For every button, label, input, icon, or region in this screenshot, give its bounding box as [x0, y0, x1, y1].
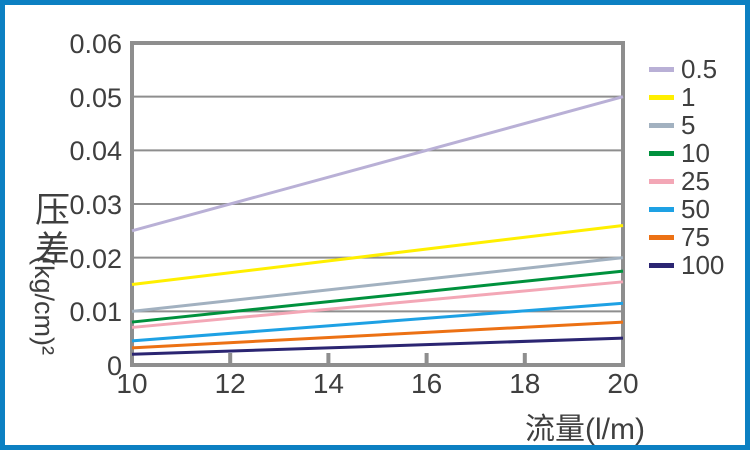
legend-item-50: 50	[649, 195, 724, 223]
legend-swatch	[649, 122, 674, 128]
series-line-10	[131, 269, 624, 324]
x-tick-label: 16	[411, 368, 443, 399]
legend-item-25: 25	[649, 167, 724, 195]
y-tick-label: 0.04	[69, 136, 122, 167]
legend-swatch	[649, 94, 674, 100]
x-tick-label: 18	[509, 368, 541, 399]
series-line-0.5	[131, 95, 624, 233]
y-tick-label: 0.03	[69, 190, 122, 220]
series-line-50	[131, 301, 624, 343]
legend-item-1: 1	[649, 83, 724, 111]
y-tick-label: 0	[106, 351, 122, 381]
series-line-75	[131, 320, 624, 350]
x-tick-label: 12	[214, 368, 246, 399]
chart-legend: 0.5 1 5 10 25 50 75 100	[649, 55, 724, 279]
legend-swatch	[649, 178, 674, 184]
legend-item-0.5: 0.5	[649, 55, 724, 83]
legend-item-75: 75	[649, 223, 724, 251]
plot-border	[130, 41, 625, 367]
series-line-1	[131, 223, 624, 286]
series-line-25	[131, 280, 624, 329]
legend-item-100: 100	[649, 251, 724, 279]
x-tick-label: 20	[607, 368, 639, 399]
y-tick-label: 0.05	[69, 82, 122, 113]
y-axis-label: 压差	[30, 191, 69, 269]
legend-label: 5	[681, 110, 696, 140]
y-tick-label: 0.02	[69, 243, 122, 274]
legend-swatch	[649, 234, 674, 240]
legend-item-5: 5	[649, 111, 724, 139]
legend-item-10: 10	[649, 139, 724, 167]
y-tick-label: 0.01	[69, 297, 122, 328]
legend-swatch	[649, 150, 674, 156]
y-tick-label: 0.06	[69, 29, 122, 59]
legend-label: 10	[681, 138, 710, 168]
legend-swatch	[649, 66, 674, 72]
legend-label: 0.5	[681, 54, 718, 84]
legend-swatch	[649, 262, 674, 268]
series-line-100	[131, 336, 624, 356]
legend-label: 75	[681, 222, 710, 252]
x-tick-label: 10	[116, 368, 148, 399]
x-axis-label: 流量(l/m)	[525, 413, 645, 446]
legend-label: 100	[681, 250, 725, 280]
legend-label: 50	[681, 194, 710, 224]
line-chart-plot	[130, 41, 625, 367]
legend-label: 25	[681, 166, 710, 196]
legend-label: 1	[681, 82, 696, 112]
legend-swatch	[649, 206, 674, 212]
series-line-5	[131, 256, 624, 313]
x-tick-label: 14	[312, 368, 344, 399]
